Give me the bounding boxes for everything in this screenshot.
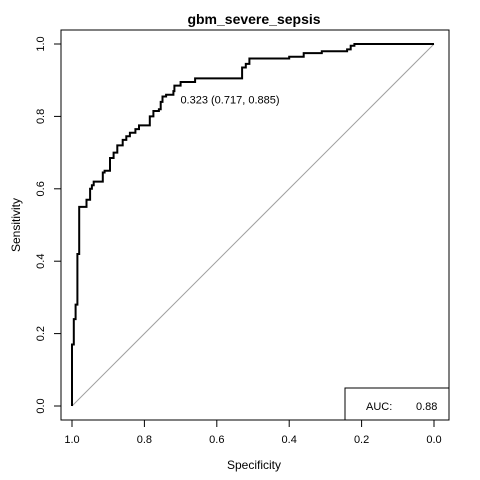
chart-title: gbm_severe_sepsis <box>187 11 320 27</box>
x-tick-label: 0.0 <box>426 434 441 446</box>
x-tick-label: 0.6 <box>209 434 224 446</box>
plot-frame <box>60 29 450 421</box>
x-axis-label: Specificity <box>227 458 281 472</box>
y-tick-label: 0.2 <box>35 326 47 341</box>
y-tick-label: 0.4 <box>35 254 47 269</box>
reference-diagonal <box>71 43 435 407</box>
auc-value: 0.88 <box>416 401 437 413</box>
x-tick-label: 0.2 <box>354 434 369 446</box>
x-tick-label: 0.4 <box>282 434 297 446</box>
y-tick-label: 0.6 <box>35 181 47 196</box>
x-tick-label: 0.8 <box>137 434 152 446</box>
x-tick-label: 1.0 <box>64 434 79 446</box>
y-axis: 0.0 0.2 0.4 0.6 0.8 1.0 <box>35 36 61 414</box>
roc-curve <box>71 43 434 406</box>
auc-label: AUC: <box>366 401 392 413</box>
y-tick-label: 0.0 <box>35 398 47 413</box>
x-axis: 1.0 0.8 0.6 0.4 0.2 0.0 <box>64 420 442 446</box>
y-tick-label: 0.8 <box>35 109 47 124</box>
threshold-label: 0.323 (0.717, 0.885) <box>180 95 279 107</box>
y-tick-label: 1.0 <box>35 36 47 51</box>
y-axis-label: Sensitivity <box>9 198 23 252</box>
auc-box <box>344 387 450 421</box>
